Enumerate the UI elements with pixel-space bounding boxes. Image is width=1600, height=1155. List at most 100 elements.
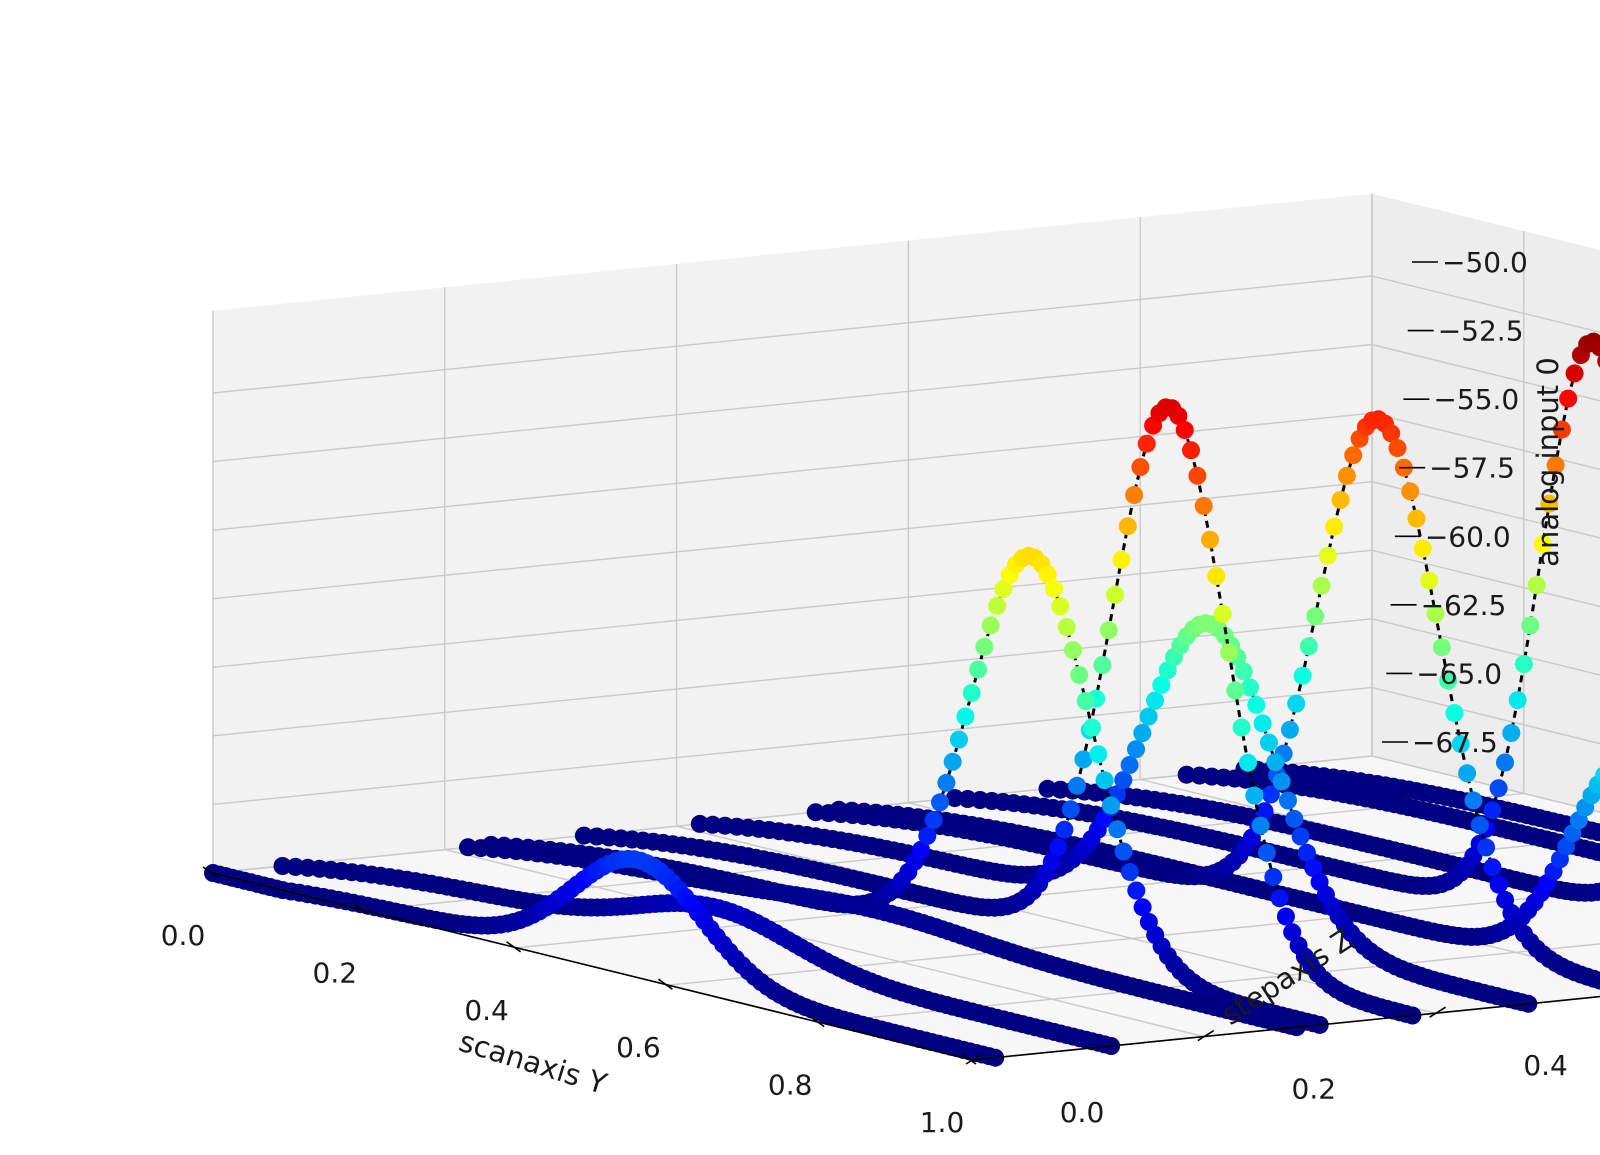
data-point [1445, 704, 1464, 723]
data-point [1318, 546, 1337, 565]
data-point [1083, 718, 1101, 737]
data-point [912, 840, 930, 859]
data-point [1439, 671, 1458, 690]
data-point [1388, 439, 1407, 458]
data-point [1146, 691, 1164, 710]
data-point [1521, 616, 1540, 635]
data-point [1099, 621, 1118, 640]
data-point [994, 579, 1013, 598]
z-tick-label: −57.5 [1429, 452, 1515, 485]
data-point [1470, 816, 1489, 835]
y-tick-label: 0.2 [1292, 1073, 1337, 1106]
data-point [1038, 779, 1057, 798]
data-point [1546, 456, 1565, 475]
axis-layer: 0.00.20.40.60.81.00.00.20.40.60.81.0−67.… [161, 246, 1600, 1139]
data-point [1426, 604, 1445, 623]
back-grid-z [1371, 481, 1600, 539]
data-point [1226, 681, 1245, 700]
data-point [1051, 597, 1070, 616]
back-grid-z [1371, 618, 1600, 676]
left-grid-z [212, 275, 1373, 394]
data-point [1279, 791, 1297, 810]
data-point [1464, 791, 1483, 810]
left-grid-z [212, 481, 1373, 600]
data-point [1106, 585, 1125, 604]
data-point [1489, 779, 1508, 798]
data-point [1201, 530, 1219, 549]
data-point [1253, 714, 1272, 733]
data-point [1297, 843, 1316, 862]
data-point [1590, 971, 1600, 990]
data-point [1285, 809, 1304, 828]
data-point [1108, 820, 1127, 839]
data-point [1552, 420, 1571, 439]
data-point [1133, 898, 1152, 917]
data-point [1133, 724, 1152, 742]
data-point [924, 811, 943, 829]
y-tick-label: 0.4 [1523, 1049, 1568, 1082]
data-point [950, 730, 968, 749]
data-point [1064, 641, 1082, 660]
data-point [1120, 756, 1139, 774]
data-point [1175, 421, 1194, 439]
back-grid-z [1371, 549, 1600, 608]
data-point [1413, 539, 1432, 558]
z-tick-label: −50.0 [1442, 246, 1528, 279]
data-point [1194, 496, 1213, 515]
floor-grid-y [676, 825, 1436, 1014]
data-point [1264, 868, 1283, 886]
data-point [1595, 767, 1600, 784]
data-point [1508, 691, 1527, 710]
data-point [969, 660, 988, 679]
data-point [1458, 764, 1477, 783]
data-point [1483, 858, 1502, 877]
data-point [1095, 771, 1114, 790]
back-pane [1372, 193, 1600, 813]
data-point [1089, 745, 1108, 764]
data-point [1260, 733, 1278, 752]
data-point [1299, 637, 1318, 656]
data-point [459, 838, 477, 857]
data-point [1280, 720, 1299, 739]
data-point [1118, 517, 1137, 536]
data-point [1241, 678, 1259, 697]
data-point [918, 826, 937, 845]
data-point [1565, 364, 1584, 383]
x-tick-mark [657, 978, 673, 990]
data-point [1325, 517, 1344, 536]
data-point [945, 789, 964, 808]
data-point [1074, 750, 1093, 769]
data-point [1114, 771, 1133, 790]
data-point [690, 814, 709, 833]
data-point [1276, 907, 1295, 926]
x-tick-label: 1.0 [920, 1106, 965, 1139]
data-point [1432, 638, 1451, 657]
data-point [1255, 802, 1274, 821]
data-point [1152, 675, 1171, 694]
data-point [1540, 494, 1559, 513]
data-point [1331, 490, 1350, 509]
data-point [1533, 535, 1552, 554]
floor-grid-x [668, 890, 1600, 986]
x-tick-label: 0.6 [616, 1031, 661, 1064]
data-point [1057, 618, 1076, 637]
data-point [1207, 567, 1226, 585]
back-grid-z [1371, 412, 1600, 471]
data-point [931, 793, 949, 812]
data-point [1188, 466, 1207, 485]
data-point [1076, 692, 1095, 710]
data-point [1293, 666, 1312, 685]
data-point [1125, 486, 1144, 504]
data-point [1247, 695, 1266, 714]
data-point [943, 752, 962, 771]
data-point [1597, 975, 1600, 989]
data-point [1489, 875, 1508, 894]
y-tick-mark [1429, 1006, 1447, 1018]
data-point [1042, 852, 1061, 871]
data-point [1420, 571, 1439, 590]
data-point [962, 684, 981, 702]
data-point [1213, 604, 1232, 623]
data-point [1590, 338, 1600, 357]
data-point [1068, 776, 1087, 795]
data-point [1594, 845, 1600, 862]
